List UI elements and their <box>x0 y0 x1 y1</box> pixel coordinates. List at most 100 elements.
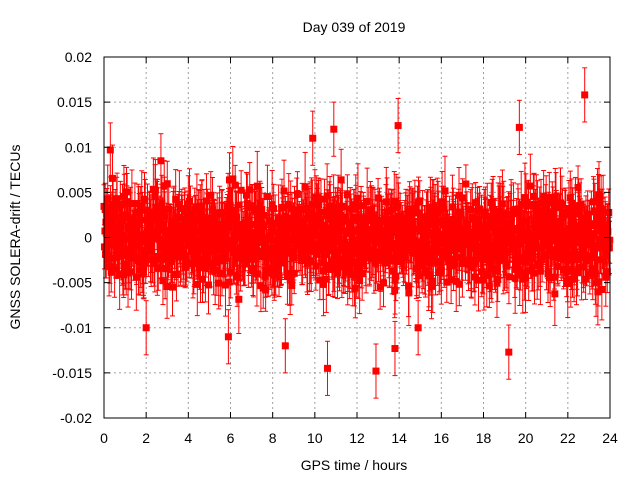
data-point <box>137 206 145 214</box>
data-point <box>394 202 402 210</box>
data-point <box>330 220 338 228</box>
data-point <box>216 269 224 277</box>
data-point <box>380 279 388 287</box>
data-point <box>542 198 550 206</box>
data-point <box>494 275 502 283</box>
data-point <box>507 214 515 222</box>
data-point <box>253 270 261 278</box>
data-point <box>446 241 454 249</box>
data-point <box>351 250 359 258</box>
data-point <box>285 219 293 227</box>
data-point <box>334 206 342 214</box>
data-point <box>351 284 359 292</box>
data-point <box>193 203 201 211</box>
data-point <box>346 205 354 213</box>
data-point <box>202 197 210 205</box>
data-point <box>488 265 496 273</box>
data-point <box>474 242 482 250</box>
data-point <box>399 231 407 239</box>
data-point <box>455 191 463 199</box>
data-point <box>107 268 115 276</box>
data-point <box>488 202 496 210</box>
data-point <box>204 214 212 222</box>
data-point <box>279 203 287 211</box>
data-point <box>341 252 349 260</box>
data-point <box>298 206 306 214</box>
data-point <box>419 256 427 264</box>
data-point <box>272 236 280 244</box>
data-point <box>429 277 437 285</box>
data-point <box>323 251 331 259</box>
data-point <box>211 218 219 226</box>
data-point <box>197 264 205 272</box>
data-point <box>379 253 387 261</box>
data-point <box>317 208 325 216</box>
data-point <box>200 216 208 224</box>
data-point <box>327 215 335 223</box>
data-point <box>491 227 499 235</box>
data-point <box>270 205 278 213</box>
data-point <box>486 224 494 232</box>
data-point <box>490 253 498 261</box>
data-point <box>385 219 393 227</box>
data-point <box>388 267 396 275</box>
data-point <box>240 241 248 249</box>
data-point <box>353 244 361 252</box>
data-point <box>497 246 505 254</box>
data-point <box>520 269 528 277</box>
data-point <box>489 206 497 214</box>
data-point <box>150 227 158 235</box>
data-point <box>519 237 527 245</box>
data-point <box>338 219 346 227</box>
data-point <box>416 197 424 205</box>
data-point <box>262 286 270 294</box>
data-point <box>443 278 451 286</box>
data-point <box>116 201 124 209</box>
data-point <box>204 281 212 289</box>
data-point <box>168 283 176 291</box>
data-point <box>546 274 554 282</box>
data-point <box>151 186 159 194</box>
data-point <box>159 277 167 285</box>
data-point <box>224 240 232 248</box>
data-point <box>350 213 358 221</box>
data-point <box>233 273 241 281</box>
data-point <box>298 257 306 265</box>
data-point <box>150 260 158 268</box>
data-point <box>503 262 511 270</box>
data-point <box>106 254 114 262</box>
data-point <box>476 205 484 213</box>
data-point <box>471 273 479 281</box>
data-point <box>474 276 482 284</box>
data-point <box>140 195 148 203</box>
data-point <box>268 201 276 209</box>
data-point <box>225 222 233 230</box>
data-point <box>517 200 525 208</box>
data-point <box>414 209 422 217</box>
data-point <box>337 176 345 184</box>
data-point <box>306 213 314 221</box>
data-point <box>146 216 154 224</box>
data-point <box>111 209 119 217</box>
data-point <box>221 281 229 289</box>
data-point <box>138 202 146 210</box>
data-point <box>356 214 364 222</box>
data-point <box>526 182 534 190</box>
data-point <box>447 276 455 284</box>
data-point <box>490 215 498 223</box>
data-point <box>111 265 119 273</box>
data-point <box>189 224 197 232</box>
data-point <box>536 267 544 275</box>
data-point <box>220 231 228 239</box>
data-point <box>530 269 538 277</box>
data-point <box>393 258 401 266</box>
data-point <box>191 207 199 215</box>
data-point <box>548 223 556 231</box>
data-point <box>505 273 513 281</box>
data-point <box>232 213 240 221</box>
data-point <box>206 259 214 267</box>
data-point <box>331 265 339 273</box>
data-point <box>480 276 488 284</box>
data-point <box>264 269 272 277</box>
data-point <box>209 205 217 213</box>
